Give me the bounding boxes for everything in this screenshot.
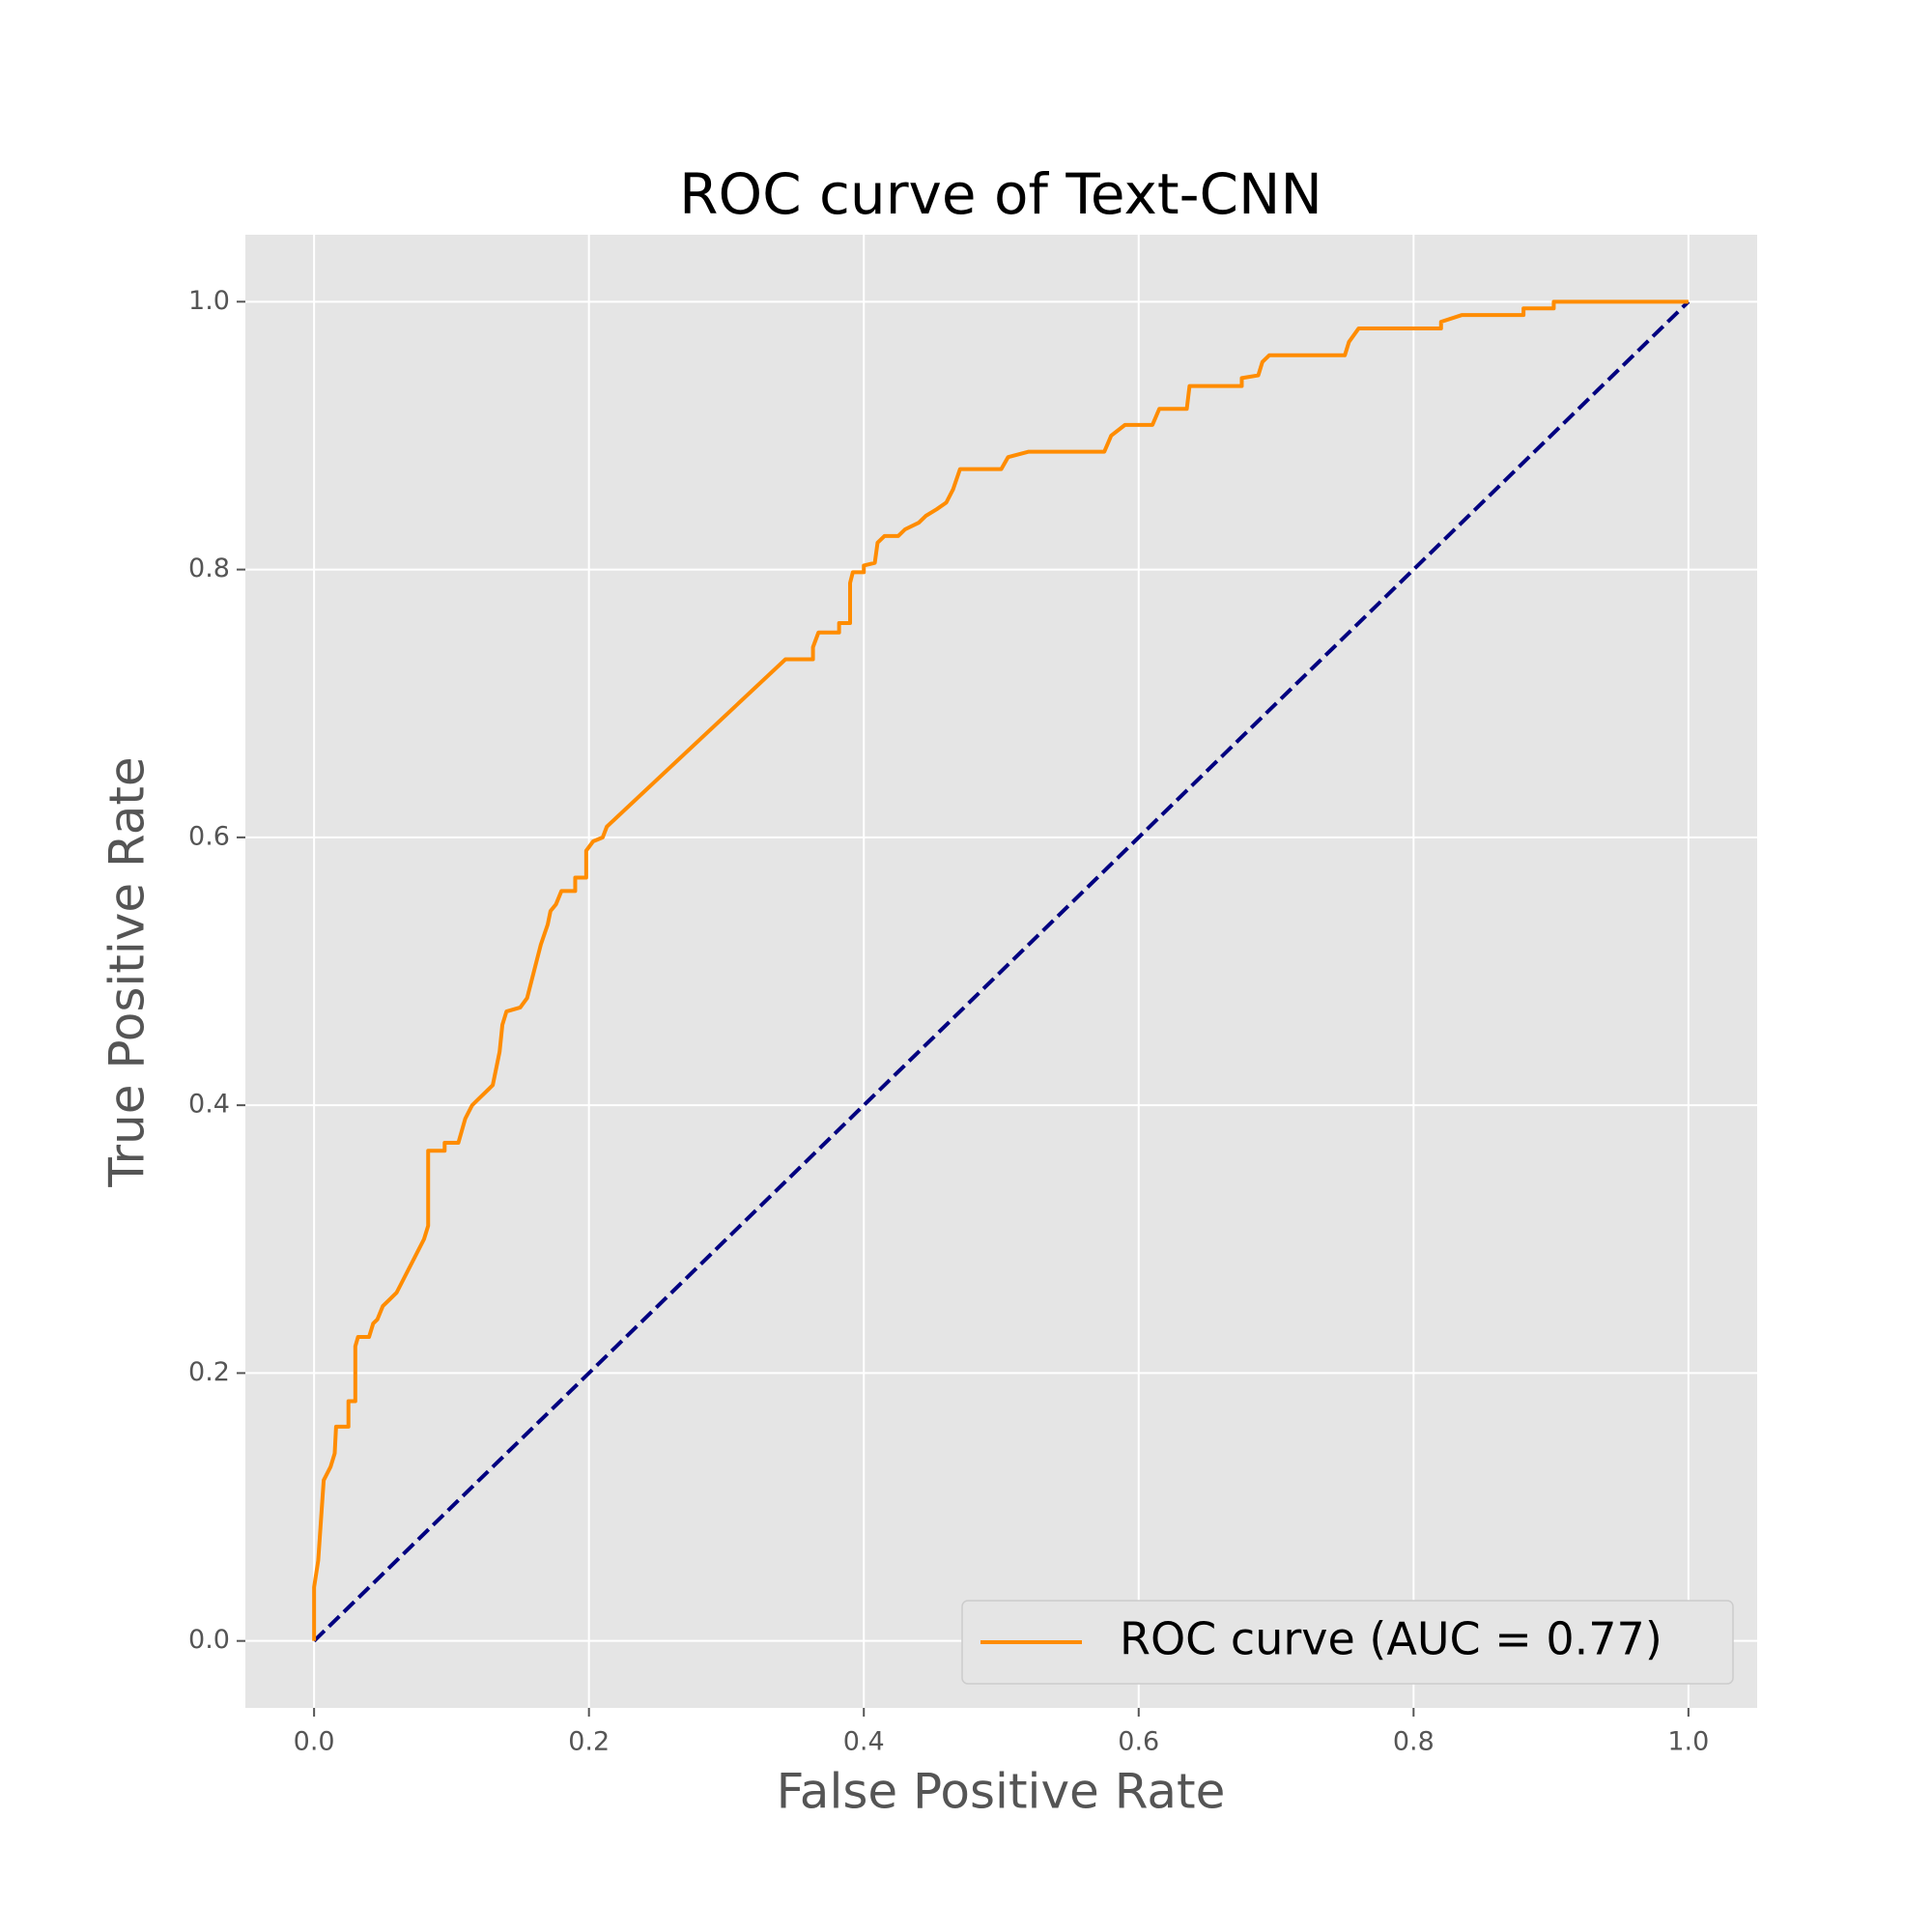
x-axis-label: False Positive Rate: [777, 1764, 1226, 1820]
legend-box: [961, 1600, 1734, 1685]
x-tick-label: 0.2: [568, 1727, 610, 1757]
legend: ROC curve (AUC = 0.77): [961, 1600, 1734, 1685]
x-tick-label: 0.6: [1118, 1727, 1159, 1757]
roc-line: [312, 299, 1689, 1641]
diagonal-line: [312, 299, 1690, 1643]
x-tick-label: 1.0: [1667, 1727, 1709, 1757]
x-tick-label: 0.8: [1393, 1727, 1435, 1757]
x-tick-label: 0.0: [294, 1727, 335, 1757]
y-tick-label: 1.0: [188, 286, 230, 316]
x-tick-label: 0.4: [843, 1727, 885, 1757]
y-tick-label: 0.6: [188, 821, 230, 851]
y-tick-label: 0.4: [188, 1090, 230, 1120]
y-tick-label: 0.0: [188, 1625, 230, 1655]
legend-label: ROC curve (AUC = 0.77): [1120, 1613, 1662, 1665]
chart-title: ROC curve of Text-CNN: [679, 161, 1322, 227]
lines: [312, 299, 1690, 1643]
y-tick-label: 0.2: [188, 1357, 230, 1387]
y-tick-label: 0.8: [188, 554, 230, 583]
y-axis-label: True Positive Rate: [99, 756, 156, 1187]
